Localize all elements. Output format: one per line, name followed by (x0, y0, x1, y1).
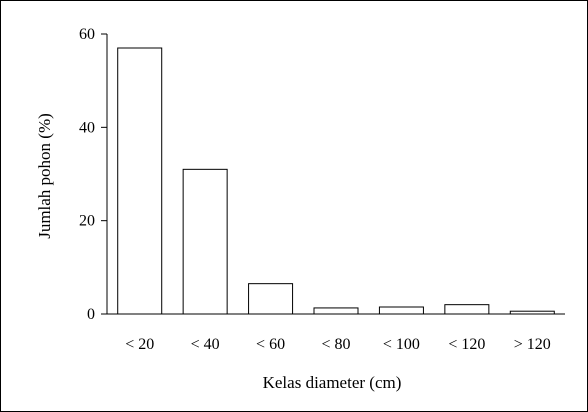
bars (117, 47, 555, 315)
y-tick-label: 0 (87, 306, 95, 323)
x-tick-label: < 20 (125, 336, 154, 353)
y-tick-marks (101, 33, 107, 315)
x-axis-title: Kelas diameter (cm) (263, 373, 402, 392)
x-tick-label: < 40 (191, 336, 220, 353)
x-tick-label: < 80 (321, 336, 350, 353)
bar (182, 168, 228, 315)
x-tick-label: < 60 (256, 336, 285, 353)
y-tick-label: 40 (79, 119, 95, 136)
bar (378, 306, 424, 315)
x-tick-label: < 100 (383, 336, 420, 353)
x-tick-labels: < 20 < 40 < 60 < 80 < 100 < 120 > 120 (125, 336, 551, 353)
x-tick-label: > 120 (514, 336, 551, 353)
bar (444, 304, 490, 315)
bar (117, 47, 163, 315)
y-tick-label: 20 (79, 213, 95, 230)
y-tick-labels: 0 20 40 60 (79, 26, 95, 323)
x-tick-label: < 120 (448, 336, 485, 353)
y-axis-title: Jumlah pohon (%) (35, 113, 54, 239)
bar (313, 307, 359, 315)
y-tick-label: 60 (79, 26, 95, 43)
bar (248, 283, 294, 315)
